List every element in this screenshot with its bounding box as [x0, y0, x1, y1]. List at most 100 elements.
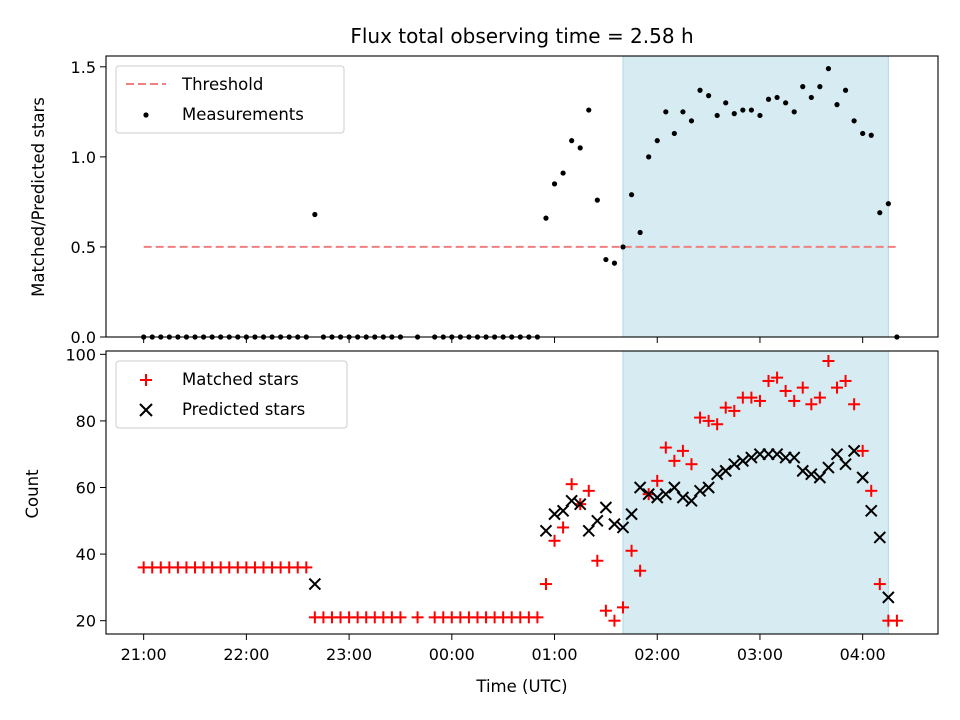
- measurement-point: [586, 107, 592, 113]
- predicted-star-point: [565, 494, 578, 508]
- x-tick-label: 02:00: [634, 645, 680, 664]
- measurement-point: [312, 211, 318, 218]
- predicted-star-point: [865, 504, 878, 518]
- measurement-point: [834, 102, 840, 108]
- x-tick-label: 03:00: [737, 645, 783, 664]
- y-tick-label: 60: [76, 479, 96, 498]
- matched-star-point: [848, 398, 861, 411]
- measurement-point: [740, 107, 746, 113]
- predicted-star-point: [728, 457, 741, 471]
- predicted-star-point: [676, 491, 690, 504]
- measurement-point: [551, 181, 558, 187]
- count-legend: Matched stars Predicted stars: [115, 360, 348, 429]
- predicted-star-point: [745, 451, 758, 464]
- matched-star-point: [753, 394, 766, 407]
- predicted-star-point: [582, 524, 595, 537]
- matched-star-point: [694, 411, 707, 424]
- measurement-point: [868, 132, 874, 138]
- matched-star-point: [830, 381, 843, 394]
- measurement-point: [654, 138, 660, 144]
- measurement-point: [560, 170, 566, 176]
- measurement-point: [628, 192, 635, 198]
- predicted-star-point: [882, 591, 895, 604]
- matched-star-point: [890, 614, 903, 627]
- predicted-star-point: [651, 491, 664, 504]
- measurement-point: [800, 84, 806, 90]
- measurement-point: [748, 107, 754, 113]
- matched-star-point: [822, 354, 835, 367]
- matched-star-point: [719, 401, 732, 414]
- observing-window-span: [622, 55, 889, 338]
- legend-matched-swatch: [140, 374, 152, 386]
- predicted-star-point: [847, 444, 861, 458]
- matched-star-point: [702, 414, 715, 427]
- measurement-point: [783, 100, 789, 106]
- predicted-star-point: [796, 464, 809, 478]
- y-tick-label: 80: [76, 412, 96, 431]
- measurement-point: [723, 100, 729, 106]
- matched-star-point: [788, 394, 801, 407]
- legend-predicted-label: Predicted stars: [182, 400, 305, 419]
- matched-star-point: [856, 444, 869, 457]
- predicted-star-point: [668, 481, 681, 494]
- predicted-star-point: [710, 467, 724, 481]
- matched-star-point: [659, 441, 672, 454]
- matched-star-point: [565, 478, 578, 491]
- predicted-star-point: [616, 521, 630, 534]
- legend-measurements-label: Measurements: [182, 105, 304, 124]
- x-tick-label: 01:00: [531, 645, 577, 664]
- measurement-point: [603, 256, 609, 263]
- ratio-legend-box: [115, 65, 345, 134]
- matched-star-point: [539, 578, 552, 591]
- measurement-point: [671, 130, 677, 137]
- x-tick-label: 23:00: [326, 645, 372, 664]
- legend-matched-label: Matched stars: [182, 370, 299, 389]
- predicted-star-point: [856, 471, 869, 484]
- matched-star-point: [728, 404, 741, 417]
- legend-threshold-label: Threshold: [181, 75, 263, 94]
- y-tick-label: 1.5: [71, 58, 96, 77]
- measurement-point: [808, 94, 814, 101]
- predicted-star-point: [599, 501, 613, 514]
- measurement-point: [731, 111, 737, 117]
- matched-star-point: [839, 374, 852, 387]
- measurement-point: [757, 112, 763, 119]
- predicted-star-point: [633, 481, 647, 494]
- predicted-star-point: [736, 454, 750, 468]
- matched-star-point: [762, 374, 775, 387]
- predicted-star-point: [822, 461, 835, 474]
- count-panel: 21:00 22:00 23:00 00:00 01:00 02:00 03:00 04:00…: [23, 345, 939, 696]
- y-tick-label: 40: [76, 545, 96, 564]
- matched-star-point: [548, 534, 561, 547]
- measurement-point: [543, 215, 549, 221]
- count-panel-ylabel: Count: [23, 469, 42, 519]
- matched-star-point: [582, 484, 595, 497]
- predicted-star-point: [693, 484, 707, 498]
- measurement-point: [620, 244, 626, 250]
- predicted-star-point: [548, 507, 561, 521]
- measurement-point: [714, 112, 720, 119]
- matched-star-point: [771, 371, 784, 384]
- matched-star-point: [779, 384, 792, 397]
- predicted-star-point: [702, 481, 715, 494]
- measurement-point: [594, 197, 600, 203]
- predicted-star-point: [308, 577, 322, 591]
- measurement-point: [646, 154, 652, 160]
- matched-star-point: [865, 484, 878, 497]
- matched-star-point: [796, 381, 809, 394]
- matched-star-point: [411, 611, 424, 624]
- predicted-star-point: [787, 451, 801, 464]
- matched-star-point: [394, 611, 407, 624]
- matched-star-point: [651, 474, 664, 487]
- predicted-star-point: [830, 448, 844, 461]
- figure-title: Flux total observing time = 2.58 h: [350, 24, 693, 48]
- predicted-star-point: [805, 467, 818, 481]
- measurement-point: [765, 96, 772, 102]
- ratio-panel-ylabel: Matched/Predicted stars: [29, 97, 48, 297]
- measurement-point: [706, 93, 712, 99]
- matched-star-point: [805, 398, 818, 411]
- predicted-star-point: [539, 524, 553, 537]
- measurement-point: [825, 66, 832, 72]
- y-tick-label: 1.0: [71, 148, 96, 167]
